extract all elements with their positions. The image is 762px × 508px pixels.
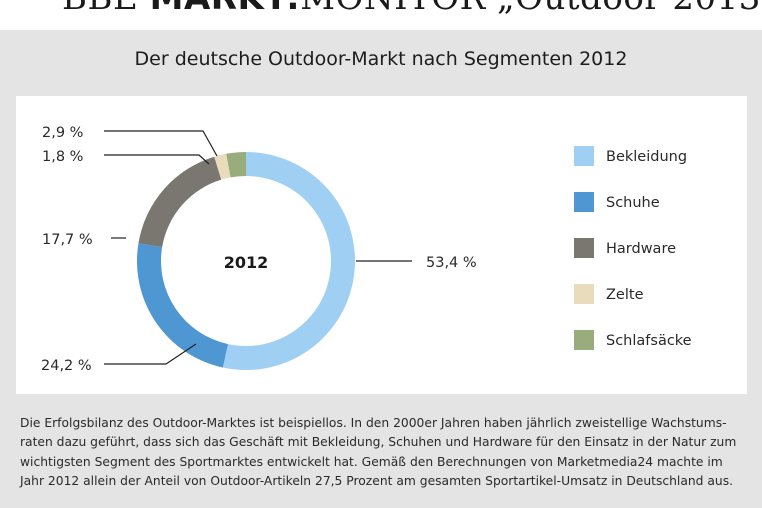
leader-line <box>104 130 218 157</box>
data-label-schuhe: 24,2 % <box>41 358 92 374</box>
legend-label: Hardware <box>606 241 676 257</box>
caption-line: Die Erfolgsbilanz des Outdoor-Marktes is… <box>20 416 727 430</box>
caption-line: wichtigsten Segment des Sportmarktes ent… <box>20 454 723 469</box>
data-label-bekleidung: 53,4 % <box>426 255 477 271</box>
donut-slice-schlafsäcke <box>226 152 246 178</box>
legend-swatch <box>574 330 594 350</box>
banner-prefix: BBE <box>62 0 150 18</box>
caption-text: Die Erfolgsbilanz des Outdoor-Marktes is… <box>20 414 750 491</box>
donut-slice-bekleidung <box>222 152 356 370</box>
donut-chart: 2012 53,4 % 24,2 % 17,7 % 1,8 % 2,9 % Bekleidu… <box>41 125 692 374</box>
leader-line <box>104 154 210 165</box>
chart-panel: 2012 53,4 % 24,2 % 17,7 % 1,8 % 2,9 % Bekleidu… <box>16 96 747 394</box>
legend-swatch <box>574 146 594 166</box>
donut-slice-hardware <box>138 156 222 248</box>
legend-label: Schuhe <box>606 195 660 211</box>
legend-swatch <box>574 192 594 212</box>
legend-swatch <box>574 284 594 304</box>
legend-label: Bekleidung <box>606 149 687 165</box>
banner-bold: MARKT: <box>150 0 301 18</box>
legend-label: Zelte <box>606 287 644 303</box>
legend-label: Schlafsäcke <box>606 333 692 349</box>
data-label-schlafsäcke: 2,9 % <box>42 125 83 141</box>
leader-line <box>104 343 197 365</box>
center-label: 2012 <box>224 253 269 272</box>
caption-line: raten dazu geführt, dass sich das Geschä… <box>20 435 737 450</box>
caption-line: Jahr 2012 allein der Anteil von Outdoor-… <box>20 473 734 488</box>
banner-title: BBE MARKT:MONITOR „Outdoor 2013“ <box>62 0 762 18</box>
legend-swatch <box>574 238 594 258</box>
top-banner: BBE MARKT:MONITOR „Outdoor 2013“ <box>0 0 762 30</box>
data-label-hardware: 17,7 % <box>42 232 93 248</box>
banner-suffix: MONITOR „Outdoor 2013“ <box>300 0 762 18</box>
data-label-zelte: 1,8 % <box>42 149 83 165</box>
chart-title: Der deutsche Outdoor-Markt nach Segmente… <box>134 48 628 70</box>
donut-slice-schuhe <box>137 243 228 368</box>
donut-slice-zelte <box>214 153 231 180</box>
